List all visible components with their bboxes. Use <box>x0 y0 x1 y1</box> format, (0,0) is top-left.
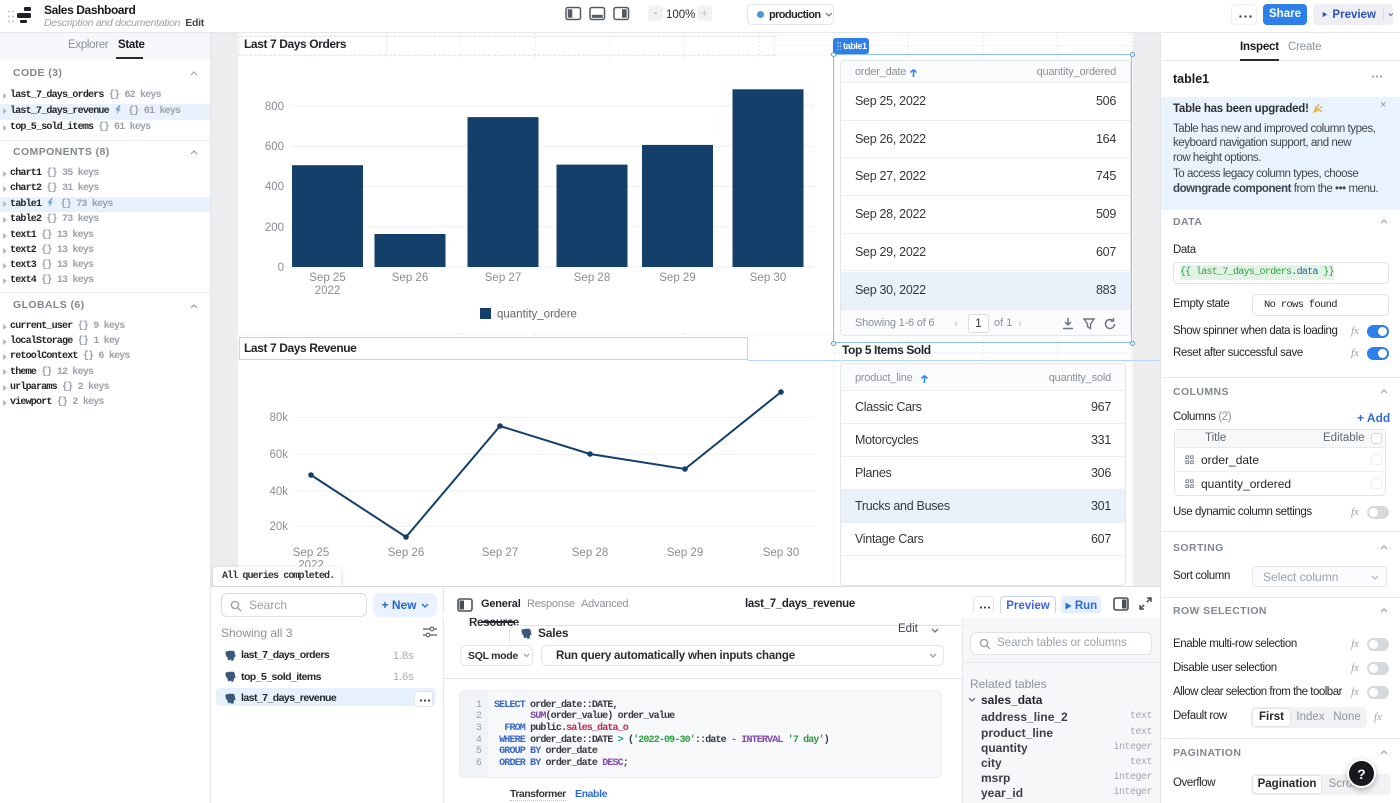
svg-text:400: 400 <box>265 181 284 193</box>
svg-text:Sep 30: Sep 30 <box>750 272 786 284</box>
svg-text:600: 600 <box>265 141 284 153</box>
svg-text:Sep 25: Sep 25 <box>309 272 345 284</box>
svg-text:2022: 2022 <box>315 285 341 297</box>
svg-text:Sep 29: Sep 29 <box>667 547 703 559</box>
svg-text:800: 800 <box>265 101 284 113</box>
svg-text:40k: 40k <box>269 486 288 498</box>
svg-text:0: 0 <box>278 262 284 274</box>
svg-text:20k: 20k <box>269 521 288 533</box>
svg-text:Sep 27: Sep 27 <box>485 272 521 284</box>
svg-text:80k: 80k <box>269 412 288 424</box>
svg-text:Sep 26: Sep 26 <box>388 547 424 559</box>
svg-text:quantity_ordere: quantity_ordere <box>497 309 577 321</box>
svg-text:Sep 25: Sep 25 <box>293 547 329 559</box>
svg-text:Sep 29: Sep 29 <box>659 272 695 284</box>
svg-text:60k: 60k <box>269 449 288 461</box>
svg-text:Sep 30: Sep 30 <box>763 547 799 559</box>
svg-text:Sep 28: Sep 28 <box>572 547 608 559</box>
svg-text:Sep 26: Sep 26 <box>392 272 428 284</box>
svg-text:Sep 28: Sep 28 <box>574 272 610 284</box>
svg-text:200: 200 <box>265 222 284 234</box>
svg-text:Sep 27: Sep 27 <box>482 547 518 559</box>
